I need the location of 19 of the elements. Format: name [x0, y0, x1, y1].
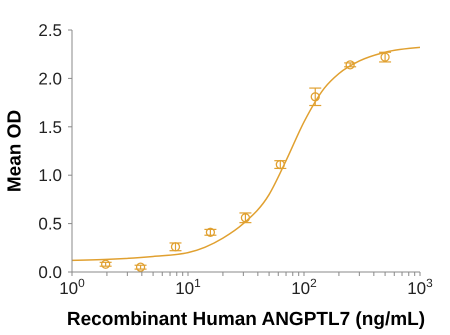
y-tick-label: 2.0 [38, 69, 62, 88]
y-tick-label: 1.0 [38, 166, 62, 186]
x-tick-label: 10$^{1}$ [175, 276, 202, 298]
point [310, 92, 320, 102]
point [346, 60, 355, 70]
y-tick-label: 2.5 [38, 21, 62, 40]
point [136, 262, 146, 272]
y-tick-label: 0.0 [38, 263, 62, 282]
x-axis-title: Recombinant Human ANGPTL7 (ng/mL) [66, 309, 426, 330]
y-axis-title: Mean OD [4, 110, 26, 192]
y-tick-label: 1.5 [38, 118, 62, 137]
y-tick-label: 0.5 [38, 214, 62, 234]
point [276, 160, 285, 170]
point [100, 260, 110, 269]
x-tick-label: 10$^{0}$ [59, 276, 86, 298]
x-tick-label: 10$^{2}$ [291, 276, 318, 298]
x-tick-label: 10$^{3}$ [407, 276, 434, 298]
point [206, 228, 216, 237]
point [170, 242, 180, 252]
